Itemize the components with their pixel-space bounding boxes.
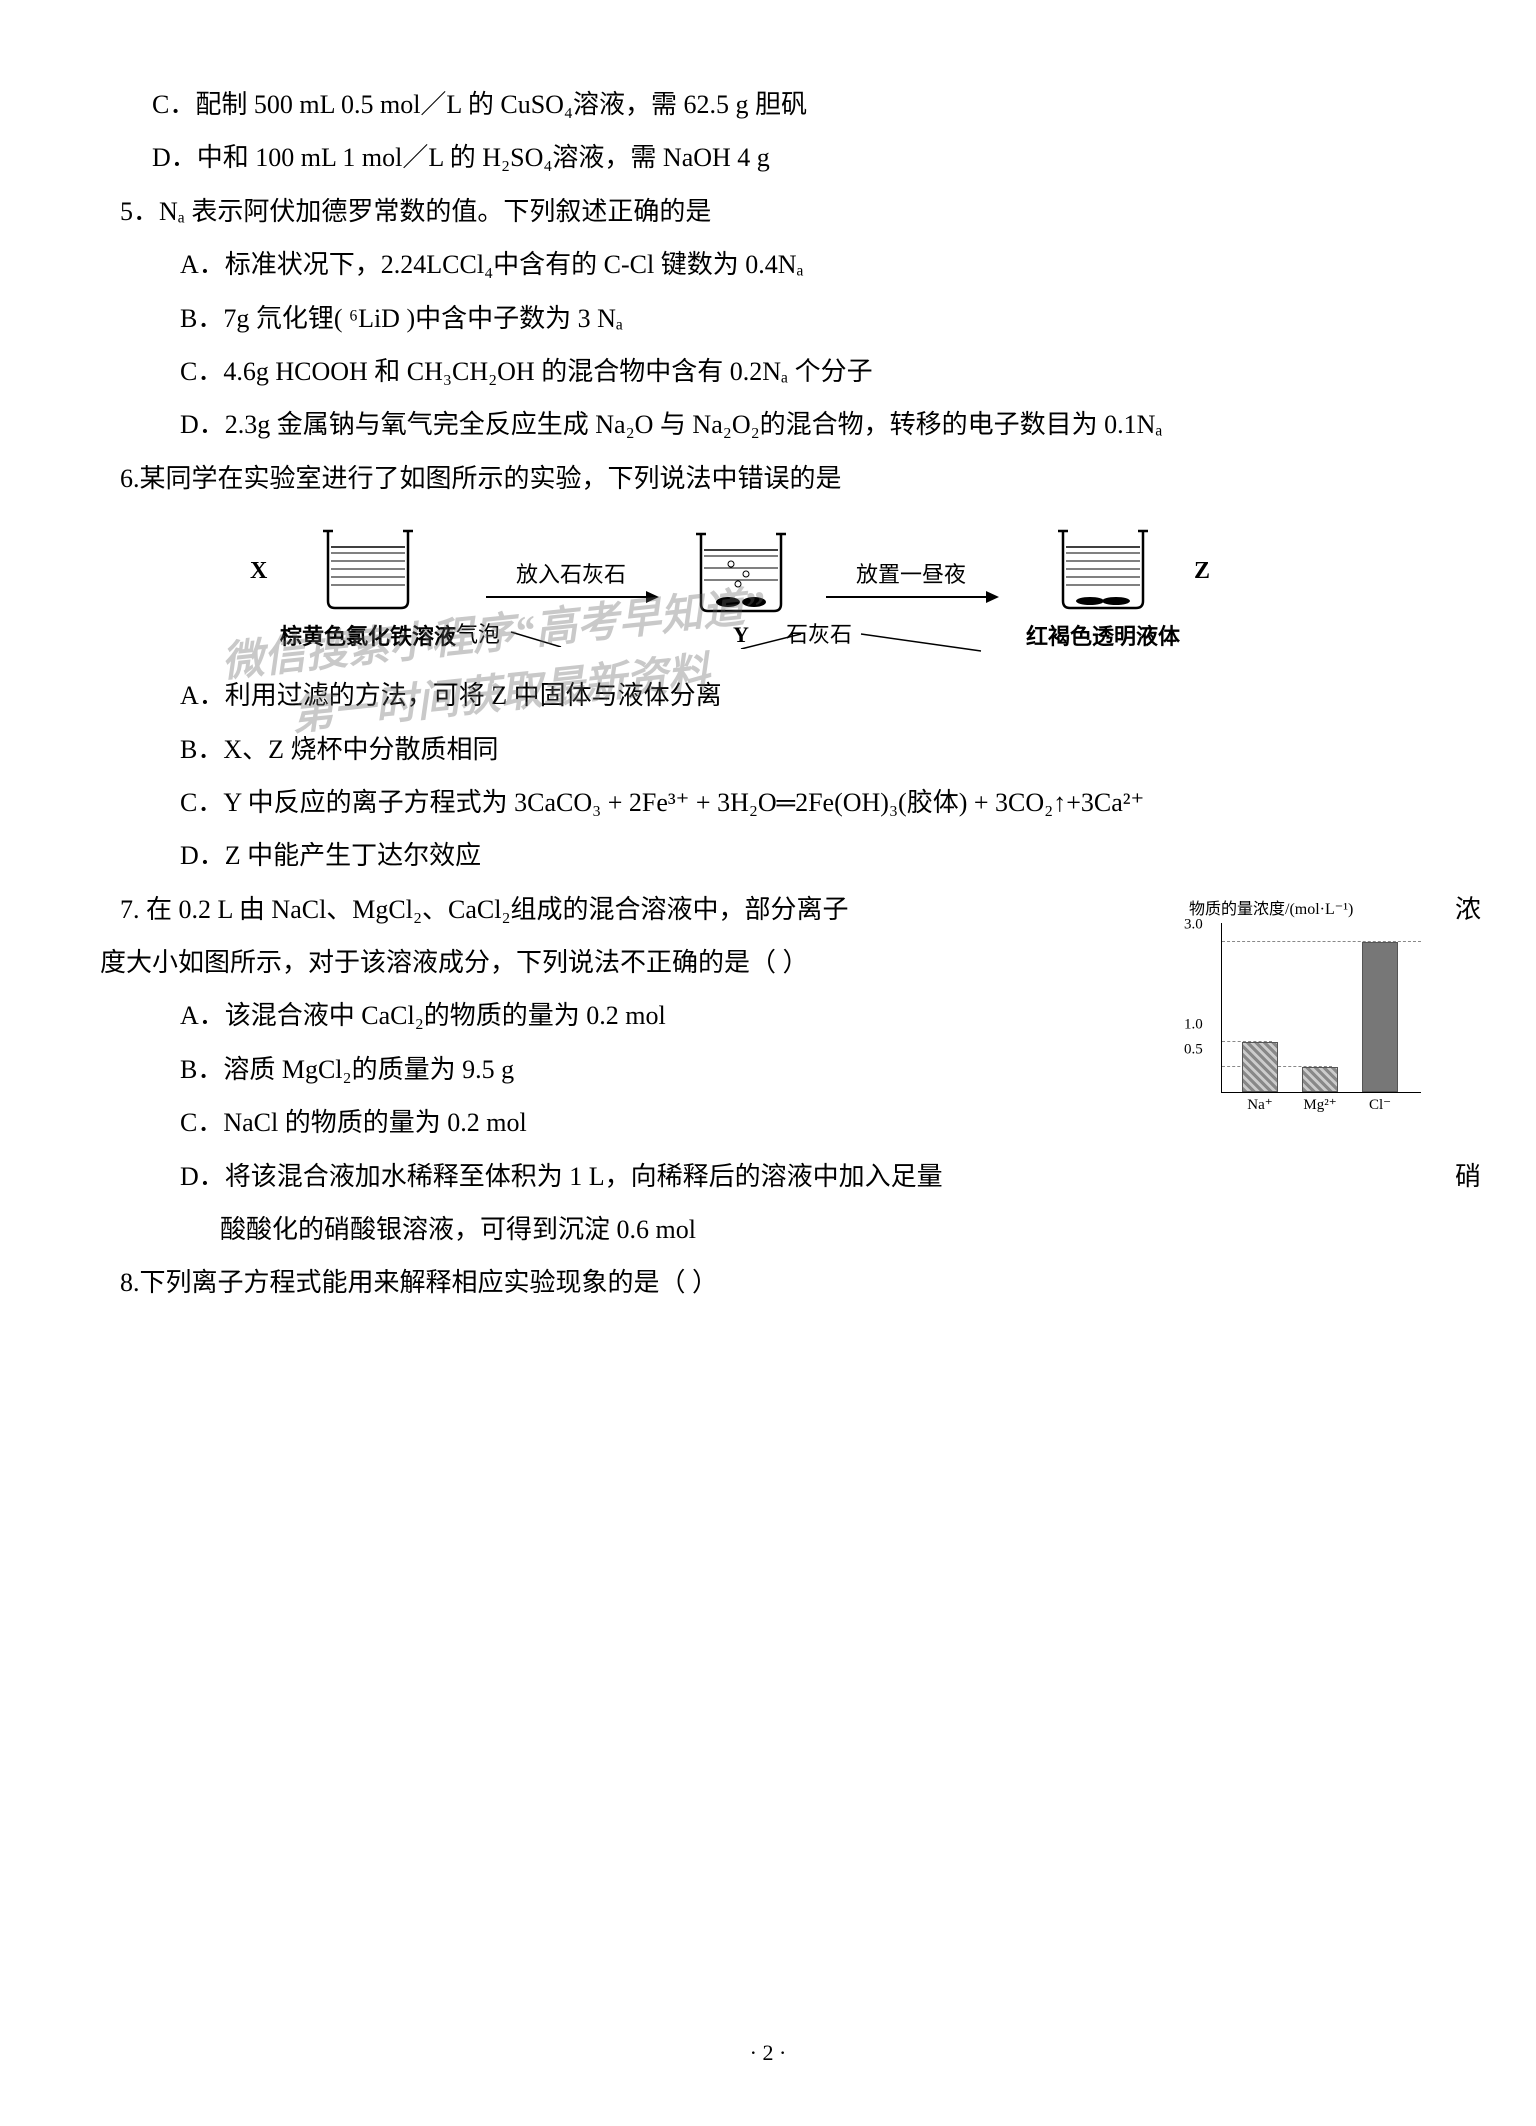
q7-option-b: B．溶质 MgCl₂的质量为 9.5 g (100, 1045, 1050, 1094)
q7-option-a: A．该混合液中 CaCl₂的物质的量为 0.2 mol (100, 991, 1050, 1040)
q7-option-d-line2: 酸酸化的硝酸银溶液，可得到沉淀 0.6 mol (100, 1205, 1050, 1254)
arrow-1-pointer-icon (506, 627, 566, 647)
arrow-2: 放置一昼夜 石灰石 (796, 567, 1026, 607)
bar-mg-label: Mg²⁺ (1303, 1095, 1336, 1114)
q5-option-b: B．7g 氘化锂( ⁶LiD )中含中子数为 3 Nₐ (100, 294, 1436, 343)
q8-stem: 8.下列离子方程式能用来解释相应实验现象的是（ ） (100, 1258, 1436, 1307)
beaker-x-caption: 棕黄色氯化铁溶液 (280, 619, 456, 651)
bar-cl (1362, 942, 1398, 1092)
q6-option-d: D．Z 中能产生丁达尔效应 (100, 831, 1436, 880)
beaker-y-icon (686, 526, 796, 616)
q5-option-d: D．2.3g 金属钠与氧气完全反应生成 Na₂O 与 Na₂O₂的混合物，转移的… (100, 400, 1436, 449)
bar-mg (1302, 1067, 1338, 1092)
beaker-x-label: X (250, 558, 267, 585)
bar-na-label: Na⁺ (1247, 1095, 1272, 1114)
q5-stem: 5．Nₐ 表示阿伏加德罗常数的值。下列叙述正确的是 (100, 187, 1436, 236)
arrow-1: 放入石灰石 气泡 (456, 567, 686, 607)
q7-stem-part2: 度大小如图所示，对于该溶液成分，下列说法不正确的是（ ） (100, 948, 809, 977)
q7-option-d-line1: D．将该混合液加水稀释至体积为 1 L，向稀释后的溶液中加入足量 硝 (100, 1152, 1436, 1201)
page-number: · 2 · (750, 2040, 787, 2066)
arrow-1-icon (481, 587, 661, 607)
y-tick-1: 1.0 (1184, 1016, 1203, 1033)
q4-option-c: C．配制 500 mL 0.5 mol／L 的 CuSO₄溶液，需 62.5 g… (100, 80, 1436, 129)
beaker-z: Z 红褐色透明液体 (1026, 523, 1180, 651)
bar-na (1242, 1042, 1278, 1092)
q6-option-c: C．Y 中反应的离子方程式为 3CaCO₃ + 2Fe³⁺ + 3H₂O═2Fe… (100, 778, 1436, 827)
y-tick-05: 0.5 (1184, 1041, 1203, 1058)
arrow-2-top-label: 放置一昼夜 (856, 557, 966, 589)
q4-option-d: D．中和 100 mL 1 mol／L 的 H₂SO₄溶液，需 NaOH 4 g (100, 133, 1436, 182)
arrow-1-bottom-label: 气泡 (456, 617, 500, 649)
q7-stem-line1: 7. 在 0.2 L 由 NaCl、MgCl₂、CaCl₂组成的混合溶液中，部分… (100, 885, 1436, 934)
q7-block: 物质的量浓度/(mol·L⁻¹) 3.0 1.0 0.5 Na⁺ Mg²⁺ Cl… (100, 885, 1436, 1255)
q7-stem-trail1: 浓 (1455, 885, 1481, 934)
bar-cl-label: Cl⁻ (1369, 1095, 1391, 1114)
q7-stem-part1: 7. 在 0.2 L 由 NaCl、MgCl₂、CaCl₂组成的混合溶液中，部分… (120, 895, 849, 924)
q6-option-a: A．利用过滤的方法，可将 Z 中固体与液体分离 (100, 671, 1436, 720)
arrow-2-pointer-right-icon (856, 629, 986, 654)
arrow-2-icon (821, 587, 1001, 607)
q5-option-c: C．4.6g HCOOH 和 CH₃CH₂OH 的混合物中含有 0.2Nₐ 个分… (100, 347, 1436, 396)
q7-chart-area: 3.0 1.0 0.5 Na⁺ Mg²⁺ Cl⁻ (1221, 923, 1421, 1093)
q7-option-c: C．NaCl 的物质的量为 0.2 mol (100, 1098, 1050, 1147)
arrow-1-top-label: 放入石灰石 (516, 557, 626, 589)
beaker-z-icon (1048, 523, 1158, 613)
q6-stem: 6.某同学在实验室进行了如图所示的实验，下列说法中错误的是 (100, 454, 1436, 503)
beaker-z-caption: 红褐色透明液体 (1026, 619, 1180, 651)
q6-option-b: B．X、Z 烧杯中分散质相同 (100, 725, 1436, 774)
beaker-z-label: Z (1194, 558, 1210, 585)
beaker-x-icon (313, 523, 423, 613)
q7-optd-part1: D．将该混合液加水稀释至体积为 1 L，向稀释后的溶液中加入足量 (180, 1162, 943, 1191)
beaker-x: X 棕黄色氯化铁溶液 (280, 523, 456, 651)
q7-optd-trail: 硝 (1455, 1152, 1481, 1201)
arrow-2-pointer-left-icon (736, 629, 806, 649)
q5-option-a: A．标准状况下，2.24LCCl₄中含有的 C-Cl 键数为 0.4Nₐ (100, 240, 1436, 289)
q6-diagram: X 棕黄色氯化铁溶液 放入石灰石 气泡 (280, 523, 1180, 651)
